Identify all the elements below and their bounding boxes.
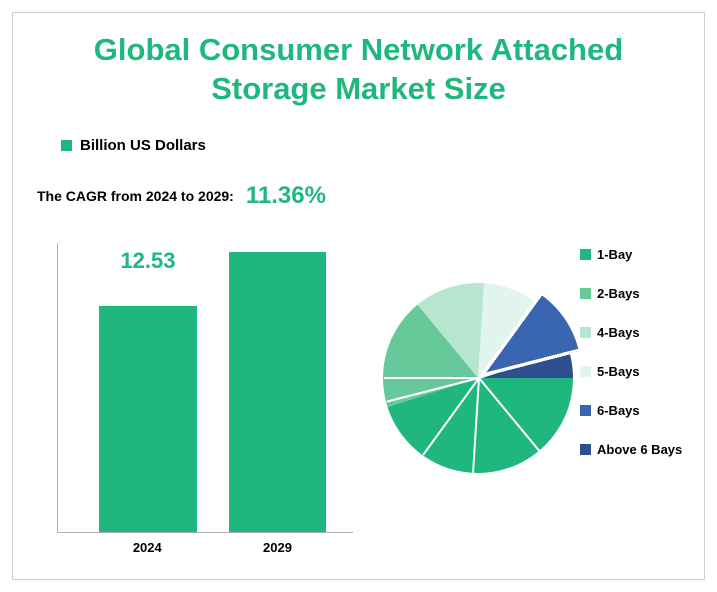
bar-plot: 12.53	[57, 243, 353, 533]
legend-swatch-icon	[580, 444, 591, 455]
legend-item: Above 6 Bays	[580, 442, 690, 457]
legend-label: 6-Bays	[597, 403, 640, 418]
bar-x-label: 2029	[229, 540, 327, 555]
cagr-label: The CAGR from 2024 to 2029:	[37, 188, 234, 204]
legend-label: 5-Bays	[597, 364, 640, 379]
legend-label: 1-Bay	[597, 247, 632, 262]
legend-item: 6-Bays	[580, 403, 690, 418]
unit-marker-icon	[61, 140, 72, 151]
bar	[229, 252, 326, 532]
pie-legend: 1-Bay 2-Bays 4-Bays 5-Bays 6-Bays Above 6 Bay…	[580, 247, 690, 481]
chart-frame: Global Consumer Network Attached Storage…	[12, 12, 705, 580]
legend-swatch-icon	[580, 288, 591, 299]
legend-item: 4-Bays	[580, 325, 690, 340]
cagr-value: 11.36%	[246, 182, 326, 210]
legend-label: Above 6 Bays	[597, 442, 682, 457]
cagr-row: The CAGR from 2024 to 2029: 11.36%	[37, 182, 684, 210]
bar: 12.53	[99, 306, 196, 532]
legend-swatch-icon	[580, 405, 591, 416]
bar-chart: 12.53 2024 2029	[33, 243, 363, 561]
legend-swatch-icon	[580, 327, 591, 338]
legend-swatch-icon	[580, 249, 591, 260]
legend-item: 1-Bay	[580, 247, 690, 262]
legend-item: 5-Bays	[580, 364, 690, 379]
bar-value-label: 12.53	[99, 248, 196, 274]
title-line1: Global Consumer Network Attached	[94, 32, 623, 67]
bar-x-label: 2024	[98, 540, 196, 555]
charts-container: 12.53 2024 2029 1-Bay 2-Bays 4-Bays 5-Bays 6-…	[33, 243, 684, 561]
chart-title: Global Consumer Network Attached Storage…	[33, 31, 684, 109]
legend-label: 4-Bays	[597, 325, 640, 340]
pie-slice-pulled	[391, 277, 581, 467]
legend-item: 2-Bays	[580, 286, 690, 301]
legend-swatch-icon	[580, 366, 591, 377]
legend-label: 2-Bays	[597, 286, 640, 301]
unit-label: Billion US Dollars	[80, 137, 206, 154]
pie-chart: 1-Bay 2-Bays 4-Bays 5-Bays 6-Bays Above 6 Bay…	[363, 243, 684, 561]
title-line2: Storage Market Size	[211, 71, 506, 106]
unit-legend: Billion US Dollars	[61, 137, 684, 154]
